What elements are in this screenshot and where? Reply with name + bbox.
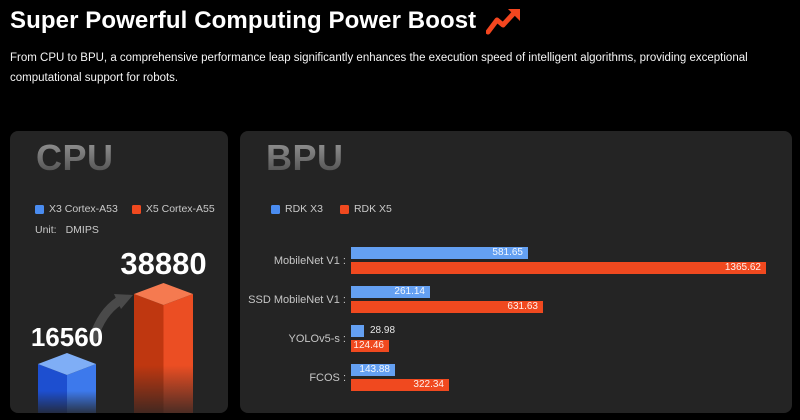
bar-value-label: 631.63 (507, 301, 538, 312)
page-subtitle: From CPU to BPU, a comprehensive perform… (10, 52, 748, 84)
bpu-row-ssd-mobilenet-v1: SSD MobileNet V1 : 261.14 631.63 (244, 286, 780, 313)
cpu-value-x5: 38880 (120, 246, 207, 281)
legend-item-rdk-x5: RDK X5 (339, 203, 392, 215)
unit-value: DMIPS (65, 224, 99, 236)
legend-label: X5 Cortex-A55 (145, 203, 215, 215)
legend-label: RDK X3 (285, 203, 323, 215)
legend-item-x5-cortex-a55: X5 Cortex-A55 (131, 203, 215, 215)
bpu-bar-rdk-x5: 322.34 (351, 379, 449, 391)
bpu-row-yolov5-s: YOLOv5-s : 28.98 124.46 (244, 325, 780, 352)
legend-item-rdk-x3: RDK X3 (271, 203, 323, 215)
bpu-row-fcos: FCOS : 143.88 322.34 (244, 364, 780, 391)
bpu-row-mobilenet-v1: MobileNet V1 : 581.65 1365.62 (244, 247, 780, 274)
trending-up-arrow-icon (486, 9, 521, 35)
legend-swatch-blue (271, 204, 280, 214)
cpu-panel: CPU X3 Cortex-A53 X5 Cortex-A55 Unit: DM… (10, 131, 228, 413)
bpu-bar-rdk-x3: 143.88 (351, 364, 395, 376)
bpu-bar-rdk-x5: 124.46 (351, 340, 389, 352)
growth-arrow-icon (89, 294, 133, 343)
bpu-bar-rdk-x3: 261.14 (351, 286, 430, 298)
header: Super Powerful Computing Power Boost Fro… (0, 0, 800, 88)
bpu-bar-rdk-x3: 581.65 (351, 247, 528, 259)
cpu-3d-bar-orange (134, 283, 193, 413)
bpu-row-label: FCOS : (309, 371, 346, 384)
legend-label: RDK X5 (353, 203, 392, 215)
bpu-bar-rdk-x5: 1365.62 (351, 262, 766, 274)
bpu-chart: MobileNet V1 : 581.65 1365.62 SSD MobileNet… (244, 247, 780, 403)
legend-item-x3-cortex-a53: X3 Cortex-A53 (35, 203, 118, 215)
bpu-row-label: MobileNet V1 : (273, 254, 346, 267)
legend-swatch-orange (131, 204, 141, 214)
cpu-3d-bar-blue (38, 353, 96, 413)
title-row: Super Powerful Computing Power Boost (10, 6, 790, 35)
cpu-bar-x3: 16560 (31, 324, 103, 413)
cpu-legend: X3 Cortex-A53 X5 Cortex-A55 (35, 203, 215, 215)
page-title: Super Powerful Computing Power Boost (10, 6, 477, 34)
cpu-value-x3: 16560 (30, 322, 104, 352)
unit-label: Unit: (35, 224, 57, 236)
legend-swatch-orange (339, 204, 349, 214)
bar-value-label: 28.98 (370, 325, 396, 336)
bar-value-label: 322.34 (413, 379, 444, 390)
bpu-bar-rdk-x3 (351, 325, 364, 337)
bpu-row-label: SSD MobileNet V1 : (248, 293, 346, 306)
bpu-legend: RDK X3 RDK X5 (271, 203, 392, 215)
legend-swatch-blue (35, 204, 44, 214)
bpu-row-label: YOLOv5-s : (288, 332, 346, 345)
cpu-unit-row: Unit: DMIPS (35, 224, 99, 236)
panels-row: CPU X3 Cortex-A53 X5 Cortex-A55 Unit: DM… (10, 131, 792, 413)
bpu-bar-rdk-x5: 631.63 (351, 301, 543, 313)
bpu-panel: BPU RDK X3 RDK X5 MobileNet V1 : 581.65 13… (240, 131, 792, 413)
bar-value-label: 124.46 (353, 340, 384, 351)
bar-value-label: 1365.62 (724, 262, 761, 273)
legend-label: X3 Cortex-A53 (49, 203, 118, 215)
cpu-heading: CPU (36, 137, 114, 178)
bpu-heading: BPU (266, 137, 344, 178)
bar-value-label: 261.14 (394, 286, 425, 297)
bar-value-label: 581.65 (492, 247, 523, 258)
bar-value-label: 143.88 (359, 364, 390, 375)
cpu-bar-x5: 38880 (120, 248, 207, 413)
